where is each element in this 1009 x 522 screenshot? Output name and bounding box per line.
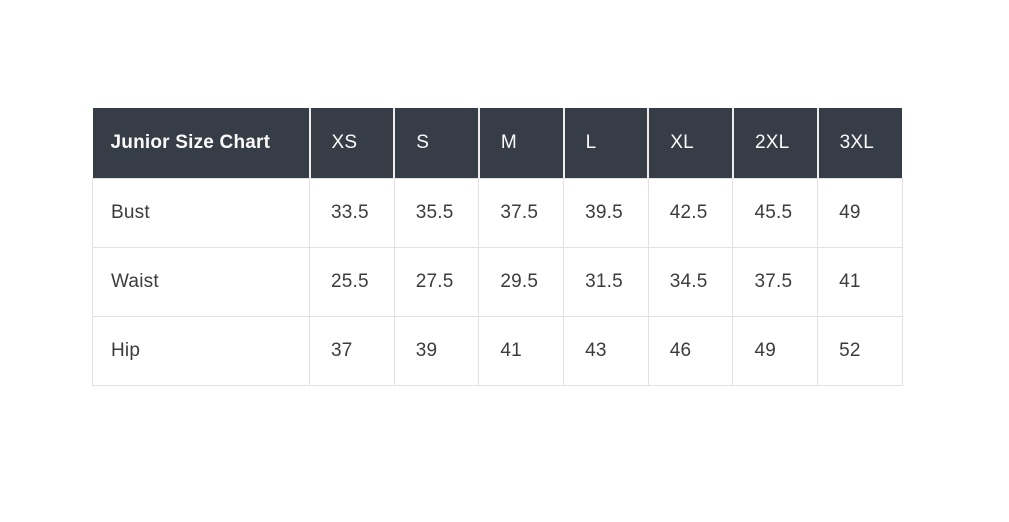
- value-cell: 49: [817, 177, 903, 248]
- table-row: Hip 37 39 41 43 46 49 52: [92, 315, 903, 386]
- table-row: Waist 25.5 27.5 29.5 31.5 34.5 37.5 41: [92, 246, 903, 317]
- row-label-cell: Waist: [92, 246, 310, 317]
- row-label-cell: Bust: [92, 177, 310, 248]
- value-cell: 33.5: [309, 177, 395, 248]
- value-cell: 25.5: [309, 246, 395, 317]
- size-header-cell: M: [478, 108, 565, 178]
- value-cell: 39: [393, 315, 480, 386]
- value-cell: 37.5: [478, 177, 565, 248]
- size-header-cell: XS: [309, 108, 396, 178]
- value-cell: 45.5: [732, 177, 819, 248]
- value-cell: 42.5: [647, 177, 734, 248]
- table-title-cell: Junior Size Chart: [92, 108, 311, 178]
- size-chart-container: Junior Size Chart XS S M L XL 2XL 3XL Bust 33.5 3…: [92, 108, 903, 386]
- value-cell: 29.5: [478, 246, 565, 317]
- value-cell: 43: [563, 315, 649, 386]
- table-header: Junior Size Chart XS S M L XL 2XL 3XL: [92, 108, 903, 178]
- value-cell: 34.5: [647, 246, 734, 317]
- value-cell: 31.5: [563, 246, 649, 317]
- value-cell: 27.5: [393, 246, 480, 317]
- value-cell: 41: [817, 246, 903, 317]
- row-label-cell: Hip: [92, 315, 310, 386]
- size-header-cell: 3XL: [817, 108, 903, 178]
- size-chart-table: Junior Size Chart XS S M L XL 2XL 3XL Bust 33.5 3…: [92, 108, 903, 386]
- table-body: Bust 33.5 35.5 37.5 39.5 42.5 45.5 49 Waist 25.5 2…: [92, 177, 903, 386]
- size-header-cell: 2XL: [732, 108, 819, 178]
- header-row: Junior Size Chart XS S M L XL 2XL 3XL: [92, 108, 903, 178]
- value-cell: 52: [817, 315, 903, 386]
- size-header-cell: S: [394, 108, 480, 178]
- size-header-cell: XL: [648, 108, 734, 178]
- value-cell: 39.5: [563, 177, 649, 248]
- table-row: Bust 33.5 35.5 37.5 39.5 42.5 45.5 49: [92, 177, 903, 248]
- value-cell: 49: [732, 315, 819, 386]
- value-cell: 37: [309, 315, 395, 386]
- value-cell: 35.5: [393, 177, 480, 248]
- value-cell: 37.5: [732, 246, 819, 317]
- value-cell: 46: [647, 315, 734, 386]
- value-cell: 41: [478, 315, 565, 386]
- size-header-cell: L: [563, 108, 650, 178]
